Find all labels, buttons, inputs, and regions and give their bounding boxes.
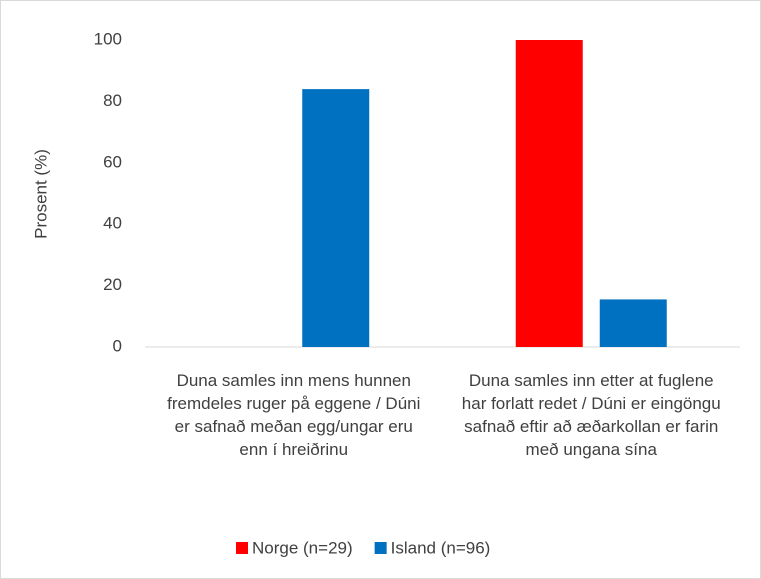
bar <box>302 89 370 348</box>
legend-label: Island (n=96) <box>391 538 491 557</box>
legend-swatch <box>374 542 387 554</box>
legend-swatch <box>236 542 248 554</box>
bar <box>599 299 667 347</box>
y-tick-label: 80 <box>103 91 122 110</box>
y-axis-label: Prosent (%) <box>31 149 50 239</box>
y-tick-label: 100 <box>94 29 122 48</box>
y-tick-label: 0 <box>113 336 122 355</box>
legend-label: Norge (n=29) <box>252 538 353 557</box>
bar <box>515 40 583 347</box>
y-tick-label: 20 <box>103 275 122 294</box>
y-tick-label: 40 <box>103 214 122 233</box>
y-tick-label: 60 <box>103 152 122 171</box>
x-tick-label: Duna samles inn mens hunnen fremdeles ru… <box>167 371 421 459</box>
x-tick-label: Duna samles inn etter at fuglene har for… <box>461 371 721 459</box>
